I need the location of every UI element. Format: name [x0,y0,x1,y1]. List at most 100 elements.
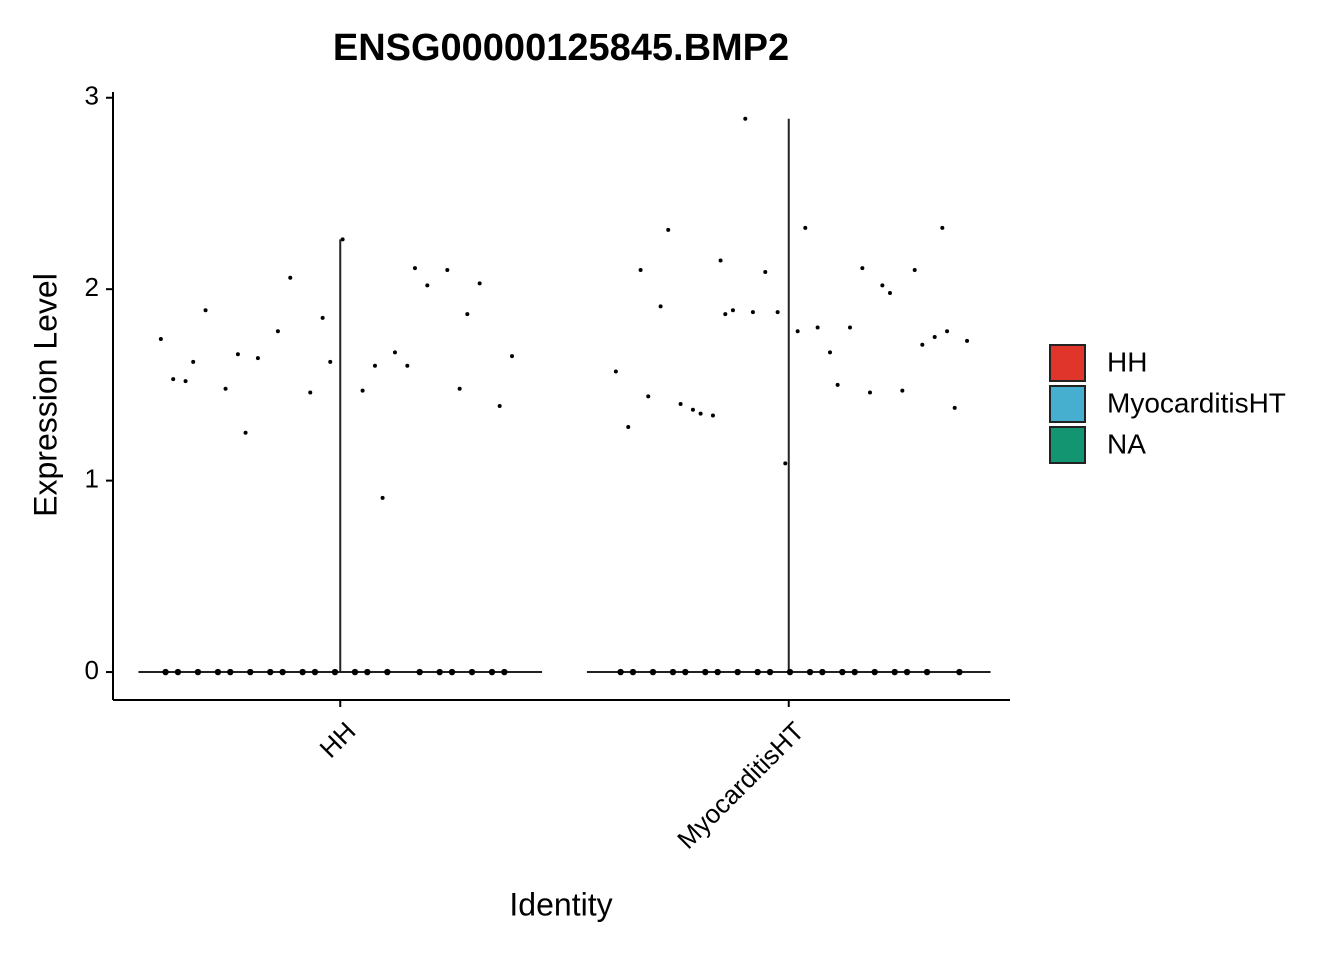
point [952,405,957,410]
point [380,495,385,500]
point [851,668,858,676]
x-axis-label: Identity [509,886,612,922]
point [646,394,651,399]
point [445,268,450,273]
point [956,668,963,676]
x-tick-label: HH [314,716,362,764]
point [891,668,898,676]
point [835,382,840,387]
point [267,668,274,676]
point [191,359,196,364]
point [416,668,423,676]
point [669,668,677,676]
point [819,668,826,676]
point [158,336,163,341]
point [436,668,443,676]
violin [138,239,543,674]
point [666,227,671,232]
point [320,315,325,320]
point [795,329,800,334]
point [880,283,885,288]
point [448,668,456,676]
y-tick-label: 2 [85,272,99,302]
point [279,668,286,676]
point [617,668,624,676]
point [214,668,222,676]
point [247,668,254,676]
point [698,411,703,416]
point [867,390,872,395]
y-axis-label: Expression Level [27,273,63,517]
point [227,668,234,676]
point [308,390,313,395]
point [392,350,397,355]
point [806,668,814,676]
legend-label: NA [1107,428,1146,459]
point [626,425,631,430]
point [786,668,794,676]
point [658,304,663,309]
point [171,377,176,382]
point [328,359,333,364]
point [920,342,925,347]
point [364,668,371,676]
chart-title: ENSG00000125845.BMP2 [333,27,789,69]
point [311,668,319,676]
point [827,350,832,355]
point [714,668,721,676]
point [372,363,377,368]
point [501,668,508,676]
point [847,325,852,330]
point [839,668,846,676]
legend-key [1049,344,1086,382]
point [678,402,683,407]
point [194,668,202,676]
y-tick-label: 3 [85,81,99,111]
point [912,268,917,273]
point [477,281,482,286]
point [331,668,339,676]
point [743,116,748,121]
point [945,329,950,334]
point [766,668,774,676]
point [488,668,496,676]
point [384,668,391,676]
point [763,269,768,274]
point [903,668,911,676]
point [871,668,878,676]
point [468,668,476,676]
point [288,275,293,280]
y-tick-label: 1 [85,463,99,493]
point [275,329,280,334]
point [162,668,169,676]
point [718,258,723,263]
point [860,266,865,271]
point [255,356,260,361]
point [223,386,228,391]
point [900,388,905,393]
legend-key [1049,426,1086,464]
point [465,312,470,317]
point [754,668,761,676]
point [887,291,892,296]
point [815,325,820,330]
point [299,668,306,676]
point [235,352,240,357]
point [750,310,755,315]
point [965,338,970,343]
point [638,268,643,273]
point [457,386,462,391]
point [203,308,208,313]
point [351,668,359,676]
point [734,668,741,676]
point [783,461,788,466]
point [425,283,430,288]
point [730,308,735,313]
point [360,388,365,393]
point [613,369,618,374]
point [923,668,931,676]
point [649,668,657,676]
point [340,237,345,242]
